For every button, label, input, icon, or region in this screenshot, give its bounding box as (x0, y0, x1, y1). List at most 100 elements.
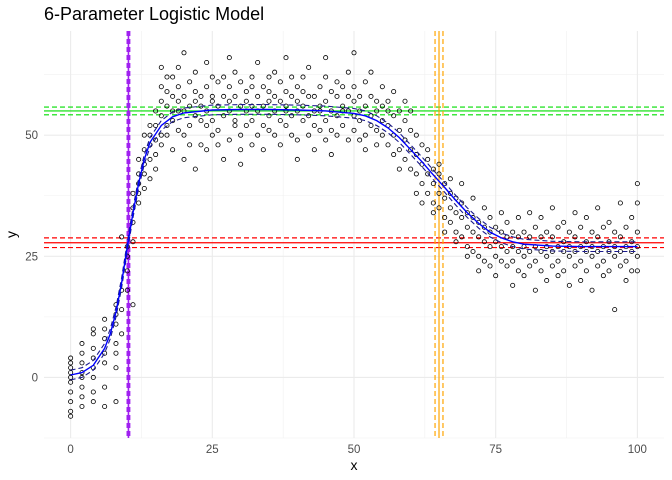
data-point (527, 210, 533, 216)
data-point (277, 79, 283, 85)
data-point (277, 98, 283, 104)
data-point (300, 103, 306, 109)
data-point (79, 360, 85, 366)
data-point (260, 84, 266, 90)
data-point (90, 331, 96, 337)
data-point (170, 118, 176, 124)
data-point (544, 278, 550, 284)
data-point (538, 248, 544, 254)
data-point (425, 190, 431, 196)
y-tick-label: 25 (25, 251, 38, 263)
data-point (249, 84, 255, 90)
data-point (595, 234, 601, 240)
data-point (260, 147, 266, 153)
data-point (102, 360, 108, 366)
data-point (419, 200, 425, 206)
data-point (141, 185, 147, 191)
data-point (374, 127, 380, 133)
data-point (158, 132, 164, 138)
data-point (164, 122, 170, 128)
data-point (147, 122, 153, 128)
data-point (561, 219, 567, 225)
data-point (306, 64, 312, 70)
data-point (464, 244, 470, 250)
data-point (447, 219, 453, 225)
data-point (215, 103, 221, 109)
data-point (90, 399, 96, 405)
x-axis-title: x (351, 457, 358, 473)
data-point (623, 278, 629, 284)
data-point (368, 69, 374, 75)
data-point (226, 55, 232, 61)
data-point (362, 132, 368, 138)
data-point (323, 55, 329, 61)
data-point (600, 258, 606, 264)
data-point (198, 142, 204, 148)
data-point (430, 166, 436, 172)
data-point (459, 181, 465, 187)
data-point (130, 239, 136, 245)
data-point (447, 205, 453, 211)
data-point (102, 316, 108, 322)
data-point (583, 268, 589, 274)
data-point (515, 248, 521, 254)
data-point (436, 190, 442, 196)
data-point (515, 268, 521, 274)
data-point (436, 161, 442, 167)
data-point (255, 93, 261, 99)
data-point (164, 74, 170, 80)
data-point (430, 210, 436, 216)
data-point (470, 229, 476, 235)
data-point (351, 98, 357, 104)
data-point (226, 84, 232, 90)
data-point (181, 50, 187, 56)
data-point (595, 205, 601, 211)
data-point (396, 166, 402, 172)
data-point (277, 118, 283, 124)
data-point (238, 132, 244, 138)
data-point (442, 229, 448, 235)
data-point (402, 137, 408, 143)
data-point (544, 229, 550, 235)
data-point (629, 215, 635, 221)
data-point (102, 326, 108, 332)
data-point (351, 84, 357, 90)
data-point (578, 224, 584, 230)
y-tick-labels: 0 25 50 (25, 130, 38, 384)
data-point (102, 384, 108, 390)
data-point (629, 268, 635, 274)
data-point (572, 234, 578, 240)
data-point (538, 268, 544, 274)
data-point (617, 234, 623, 240)
data-point (555, 224, 561, 230)
data-point (266, 98, 272, 104)
data-point (209, 132, 215, 138)
data-point (589, 253, 595, 259)
x-tick-label: 100 (628, 444, 647, 456)
data-point (215, 79, 221, 85)
data-point (164, 103, 170, 109)
data-point (402, 156, 408, 162)
data-point (600, 224, 606, 230)
data-point (589, 287, 595, 293)
data-point (623, 224, 629, 230)
data-point (561, 268, 567, 274)
data-point (425, 147, 431, 153)
data-point (419, 142, 425, 148)
y-axis-title: y (3, 231, 19, 238)
data-point (147, 176, 153, 182)
x-tick-labels: 0 25 50 75 100 (67, 444, 647, 456)
data-point (527, 263, 533, 269)
data-point (374, 142, 380, 148)
data-point (345, 137, 351, 143)
data-point (396, 147, 402, 153)
data-point (328, 152, 334, 158)
data-point (572, 210, 578, 216)
data-point (175, 108, 181, 114)
data-point (153, 122, 159, 128)
data-point (578, 258, 584, 264)
data-point (391, 113, 397, 119)
data-point (260, 122, 266, 128)
data-point (345, 69, 351, 75)
